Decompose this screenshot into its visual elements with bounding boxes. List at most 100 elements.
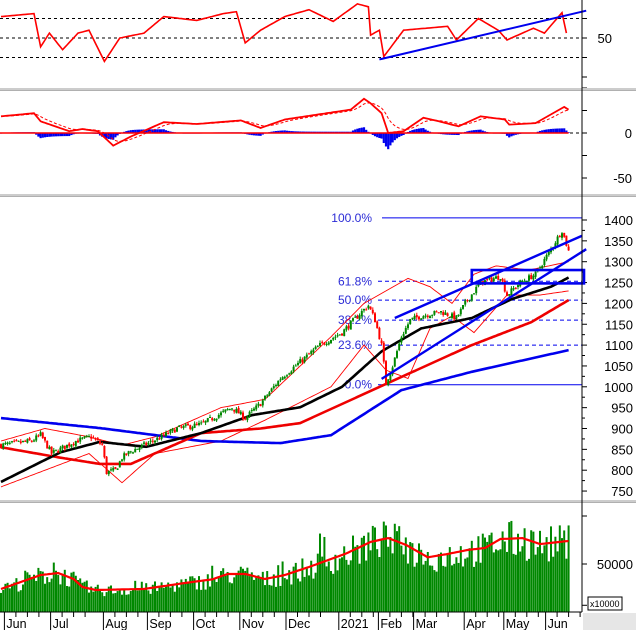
volume-bar bbox=[266, 571, 269, 612]
volume-unit-box bbox=[587, 596, 623, 611]
volume-bar bbox=[79, 578, 82, 612]
candle-body bbox=[508, 294, 511, 296]
rsi-line bbox=[0, 3, 568, 64]
macd-histogram-bar bbox=[380, 133, 383, 139]
macd-histogram-bar bbox=[288, 130, 291, 133]
resistance-box bbox=[470, 268, 586, 285]
price-tick-label: 1300 bbox=[604, 255, 633, 270]
candle-body bbox=[59, 447, 62, 453]
candle-body bbox=[242, 412, 244, 420]
macd-histogram-bar bbox=[145, 129, 148, 133]
macd-histogram-bar bbox=[362, 127, 366, 133]
candle-body bbox=[255, 405, 258, 410]
volume-bar bbox=[48, 582, 51, 612]
candle-body bbox=[415, 315, 418, 318]
candle-body bbox=[442, 312, 445, 316]
volume-bar bbox=[259, 576, 262, 612]
volume-bar bbox=[209, 586, 211, 612]
volume-bar bbox=[154, 581, 156, 612]
candle-body bbox=[319, 342, 321, 346]
volume-bar bbox=[81, 582, 84, 612]
candle-body bbox=[336, 335, 339, 337]
candle-body bbox=[486, 278, 489, 280]
volume-bar bbox=[479, 562, 482, 612]
candle-body bbox=[226, 409, 229, 411]
macd-histogram-bar bbox=[37, 133, 40, 137]
candle-body bbox=[6, 442, 9, 444]
candle-body bbox=[286, 375, 288, 377]
candle-body bbox=[393, 357, 396, 367]
volume-bar bbox=[349, 560, 352, 612]
volume-bar bbox=[435, 571, 438, 612]
candle-body bbox=[46, 440, 49, 449]
volume-bar bbox=[145, 583, 148, 612]
candle-body bbox=[457, 314, 460, 316]
volume-bar bbox=[490, 532, 493, 612]
volume-bar bbox=[147, 590, 150, 612]
fibonacci-label: 23.6% bbox=[338, 338, 372, 352]
volume-bar bbox=[433, 570, 436, 612]
fibonacci-label: 61.8% bbox=[338, 274, 372, 288]
macd-histogram-bar bbox=[444, 133, 447, 135]
volume-bar bbox=[211, 565, 214, 612]
volume-bar bbox=[99, 590, 101, 612]
volume-bar bbox=[523, 528, 526, 612]
candle-body bbox=[149, 440, 152, 442]
macd-histogram-bar bbox=[417, 128, 421, 133]
volume-bar bbox=[374, 527, 376, 612]
volume-bar bbox=[118, 589, 121, 612]
volume-bar bbox=[545, 537, 548, 612]
candle-body bbox=[17, 440, 20, 442]
volume-bar bbox=[512, 553, 515, 612]
candle-body bbox=[180, 426, 183, 428]
volume-bar bbox=[382, 521, 385, 612]
macd-histogram-bar bbox=[147, 129, 150, 133]
candle-body bbox=[121, 459, 123, 461]
volume-bar bbox=[110, 585, 112, 612]
volume-bar bbox=[2, 589, 5, 612]
candle-body bbox=[288, 373, 291, 375]
volume-bar bbox=[477, 536, 480, 612]
candle-body bbox=[468, 300, 471, 302]
candle-body bbox=[501, 278, 504, 282]
volume-bar bbox=[19, 590, 22, 612]
candle-body bbox=[380, 340, 383, 344]
candle-body bbox=[453, 312, 456, 320]
volume-bar bbox=[193, 578, 196, 612]
volume-bar bbox=[464, 558, 467, 612]
volume-bar bbox=[451, 565, 453, 612]
candle-body bbox=[193, 423, 196, 428]
volume-bar bbox=[182, 582, 185, 612]
macd-histogram-bar bbox=[59, 133, 62, 137]
volume-bar bbox=[305, 566, 308, 612]
volume-bar bbox=[277, 565, 280, 612]
volume-bar bbox=[497, 550, 500, 612]
candle-body bbox=[369, 306, 372, 310]
candle-body bbox=[228, 408, 231, 411]
volume-bar bbox=[103, 596, 106, 612]
macd-histogram-bar bbox=[294, 131, 297, 133]
volume-bar bbox=[297, 578, 299, 612]
candle-body bbox=[341, 333, 343, 336]
candle-body bbox=[382, 342, 385, 362]
volume-bar bbox=[39, 571, 42, 612]
candle-body bbox=[206, 418, 209, 422]
volume-bar bbox=[486, 541, 489, 612]
volume-bar bbox=[327, 561, 330, 612]
candle-body bbox=[239, 411, 242, 415]
macd-histogram-bar bbox=[483, 131, 487, 133]
macd-histogram-bar bbox=[356, 128, 359, 133]
volume-bar bbox=[200, 589, 203, 612]
candle-body bbox=[396, 351, 398, 358]
candle-body bbox=[184, 424, 187, 426]
volume-bar bbox=[8, 588, 11, 612]
candle-body bbox=[385, 361, 387, 384]
candle-body bbox=[33, 440, 35, 442]
candle-body bbox=[334, 336, 337, 338]
macd-histogram-bar bbox=[127, 130, 130, 133]
volume-bar bbox=[363, 535, 365, 612]
macd-histogram-bar bbox=[68, 133, 71, 137]
volume-bar bbox=[50, 578, 53, 612]
x-tick-label: Jun bbox=[548, 617, 568, 630]
volume-bar bbox=[409, 542, 412, 612]
